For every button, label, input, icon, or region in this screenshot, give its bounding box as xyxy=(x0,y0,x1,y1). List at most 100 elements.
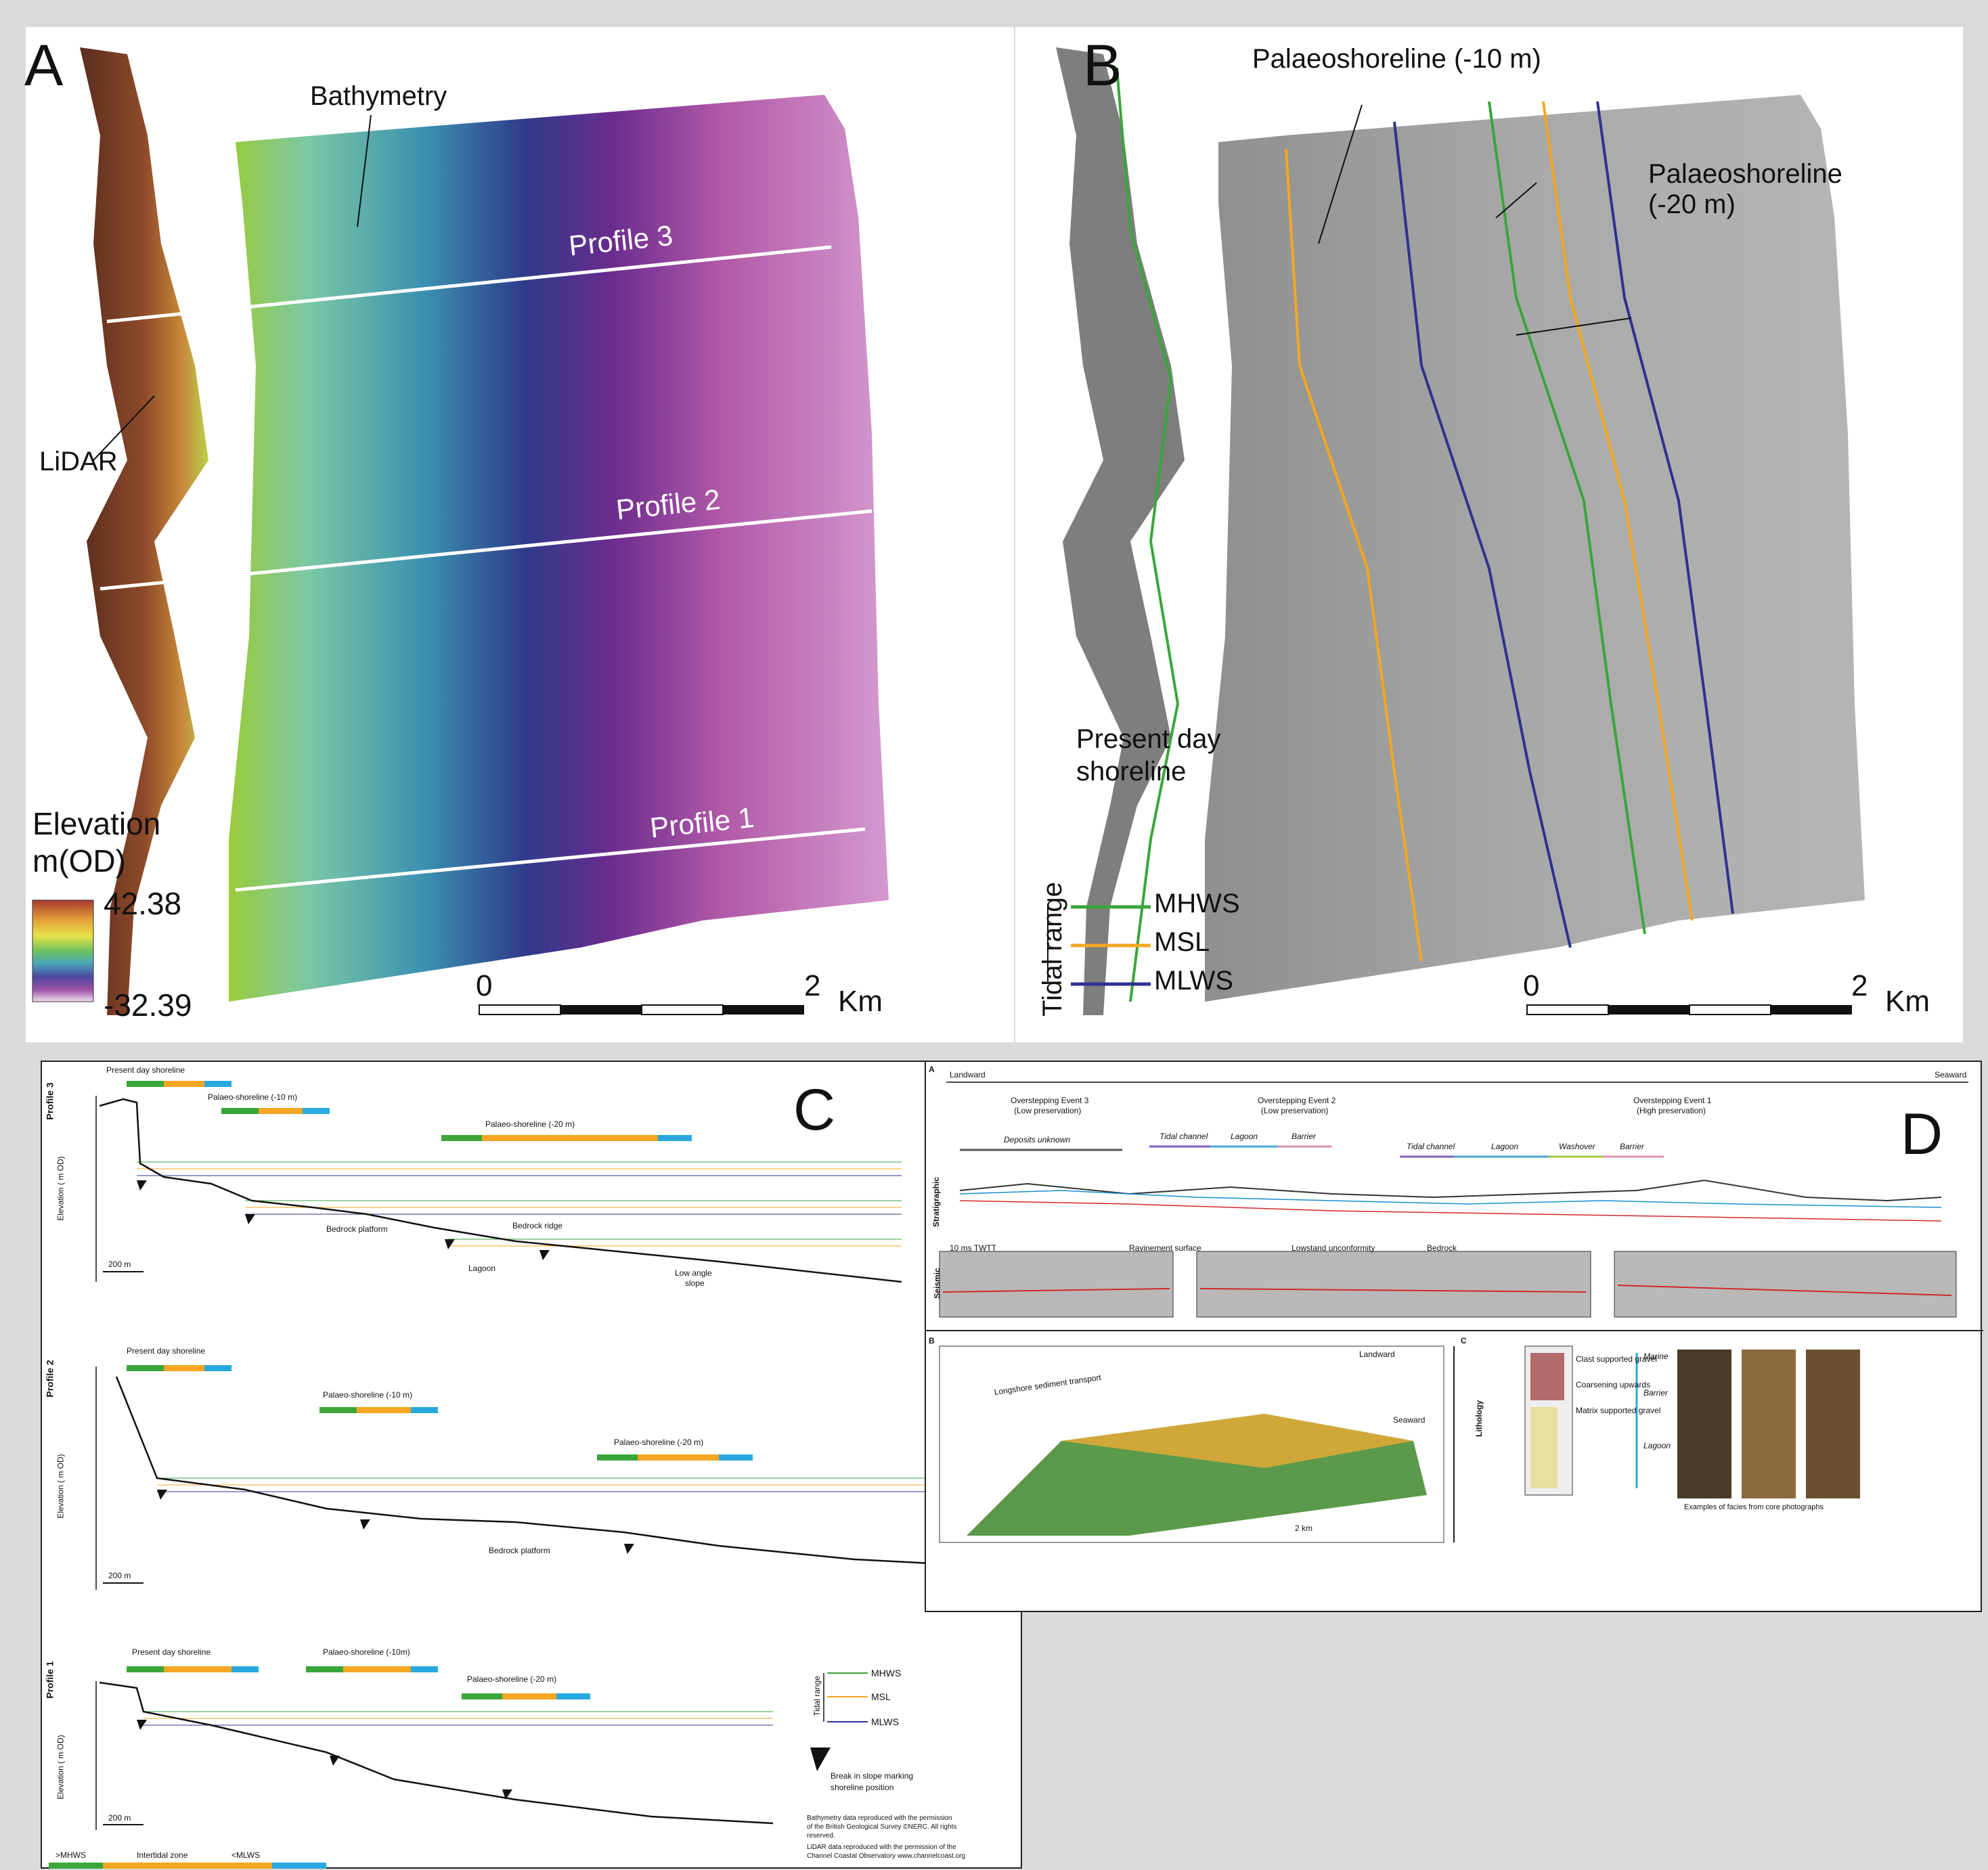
zone-mhws: >MHWS xyxy=(56,1850,86,1860)
panel-b: B Palaeoshoreline (-10 m) Palaeoshorelin… xyxy=(1015,27,1963,1042)
palaeoshoreline-10-label: Palaeoshoreline (-10 m) xyxy=(1252,44,1541,74)
scale-a-unit: Km xyxy=(838,985,883,1018)
profile-1-palaeo20: Palaeo-shoreline (-20 m) xyxy=(467,1674,557,1684)
panel-d-sub-b: B xyxy=(929,1336,935,1345)
legend-c-credit-4: LiDAR data reproduced with the permissio… xyxy=(807,1844,956,1851)
profile-3-chart xyxy=(95,1081,902,1283)
legend-c-break-2: shoreline position xyxy=(831,1783,894,1792)
panel-d: D A B C Landward Seaward Overstepping Ev… xyxy=(925,1061,1983,1612)
seis-side: Seismic xyxy=(932,1268,942,1299)
profile-1-side: Profile 1 xyxy=(44,1661,56,1699)
panel-d-sub-a: A xyxy=(929,1065,935,1074)
legend-c-mhws: MHWS xyxy=(871,1668,902,1678)
litho-side: Lithology xyxy=(1474,1400,1484,1437)
bathy-landward: Landward xyxy=(1359,1350,1395,1359)
zone-mlws: <MLWS xyxy=(231,1850,261,1860)
profile-1-chart xyxy=(49,1666,774,1869)
legend-mlws: MLWS xyxy=(1154,966,1234,996)
scale-a-two: 2 xyxy=(804,969,821,1002)
seaward-label: Seaward xyxy=(1935,1070,1967,1079)
strat-legend-lowstand: Lowstand unconformity xyxy=(1291,1243,1375,1253)
profile-1-present: Present day shoreline xyxy=(132,1647,211,1657)
profile-3-side: Profile 3 xyxy=(44,1082,56,1120)
panel-b-map xyxy=(1047,47,1865,1015)
legend-msl: MSL xyxy=(1154,927,1210,957)
profile-2-present: Present day shoreline xyxy=(127,1346,206,1356)
elevation-legend-unit: m(OD) xyxy=(32,843,126,878)
panel-a-letter: A xyxy=(24,33,64,98)
profile-3-palaeo20: Palaeo-shoreline (-20 m) xyxy=(485,1119,575,1129)
profile-3-low-angle: Low angle xyxy=(675,1268,712,1278)
scale-a-zero: 0 xyxy=(476,969,493,1002)
profile-2-bedrock-platform: Bedrock platform xyxy=(489,1546,550,1555)
present-shoreline-label-1: Present day xyxy=(1076,724,1221,754)
legend-c-credit-2: of the British Geological Survey ©NERC. … xyxy=(807,1823,957,1831)
env-washover: Washover xyxy=(1559,1142,1595,1151)
profile-3-axis: Elevation ( m OD) xyxy=(56,1156,66,1221)
env-lagoon-2: Lagoon xyxy=(1491,1142,1519,1151)
legend-c-break-1: Break in slope marking xyxy=(831,1771,914,1781)
tidal-range-label: Tidal range xyxy=(1037,882,1067,1017)
bathy-scale: 2 km xyxy=(1295,1523,1313,1533)
legend-c-tidal: Tidal range xyxy=(812,1676,822,1716)
panel-d-drawing xyxy=(926,1082,1983,1543)
elevation-max: 42.38 xyxy=(104,886,182,921)
elevation-legend-title: Elevation xyxy=(32,806,161,841)
env-tidal-channel-1: Tidal channel xyxy=(1159,1132,1208,1141)
litho-matrix: Matrix supported gravel xyxy=(1576,1406,1661,1415)
profile-3-scale: 200 m xyxy=(108,1260,131,1269)
litho-clast: Clast supported gravel xyxy=(1576,1354,1658,1364)
profile-3-bedrock-ridge: Bedrock ridge xyxy=(512,1221,563,1230)
legend-c-mlws: MLWS xyxy=(871,1716,899,1727)
litho-coarsening: Coarsening upwards xyxy=(1576,1380,1651,1389)
event-2-title: Overstepping Event 2 xyxy=(1258,1096,1336,1105)
profile-2-axis: Elevation ( m OD) xyxy=(56,1454,66,1519)
litho-lagoon: Lagoon xyxy=(1643,1441,1671,1450)
litho-marine: Marine xyxy=(1643,1352,1669,1361)
env-tidal-channel-2: Tidal channel xyxy=(1407,1142,1455,1151)
legend-mhws: MHWS xyxy=(1154,889,1240,918)
strat-legend-twtt: 10 ms TWTT xyxy=(950,1243,997,1253)
strat-legend-ravinement: Ravinement surface xyxy=(1129,1243,1201,1253)
bathymetry-label: Bathymetry xyxy=(310,81,447,111)
profile-2-scale: 200 m xyxy=(108,1571,131,1580)
event-1-sub: (High preservation) xyxy=(1637,1106,1706,1115)
event-3-title: Overstepping Event 3 xyxy=(1011,1096,1089,1105)
bathy-seaward: Seaward xyxy=(1393,1415,1426,1425)
profile-3-present: Present day shoreline xyxy=(106,1065,185,1075)
profile-3-bedrock-platform: Bedrock platform xyxy=(326,1224,388,1234)
env-deposits-unknown: Deposits unknown xyxy=(1004,1135,1071,1144)
env-barrier-2: Barrier xyxy=(1620,1142,1645,1151)
profile-3-palaeo10: Palaeo-shoreline (-10 m) xyxy=(208,1092,298,1102)
palaeoshoreline-20-label-2: (-20 m) xyxy=(1648,190,1736,219)
profile-3-slope: slope xyxy=(685,1278,705,1288)
env-barrier-1: Barrier xyxy=(1291,1132,1317,1141)
panel-a-map xyxy=(32,47,889,1015)
scale-b-two: 2 xyxy=(1851,969,1868,1002)
event-3-sub: (Low preservation) xyxy=(1014,1106,1082,1115)
elevation-min: -32.39 xyxy=(104,987,192,1023)
profile-2-palaeo10: Palaeo-shoreline (-10 m) xyxy=(323,1390,413,1400)
profile-1-palaeo10: Palaeo-shoreline (-10m) xyxy=(323,1647,410,1657)
profile-1-axis: Elevation ( m OD) xyxy=(56,1735,66,1800)
panel-d-letter: D xyxy=(1901,1102,1943,1167)
profile-2-chart xyxy=(95,1365,1023,1590)
legend-c-msl: MSL xyxy=(871,1691,891,1702)
profile-3-lagoon: Lagoon xyxy=(468,1264,496,1273)
legend-c-credit-1: Bathymetry data reproduced with the perm… xyxy=(807,1815,952,1822)
landward-label: Landward xyxy=(950,1070,986,1079)
profile-2-palaeo20: Palaeo-shoreline (-20 m) xyxy=(614,1438,704,1447)
present-shoreline-label-2: shoreline xyxy=(1076,757,1187,786)
strat-legend-bedrock: Bedrock xyxy=(1427,1243,1457,1253)
panel-d-sub-c: C xyxy=(1461,1336,1467,1345)
lidar-label: LiDAR xyxy=(39,447,118,476)
legend-c-credit-3: reserved. xyxy=(807,1832,835,1840)
scale-b-unit: Km xyxy=(1885,985,1930,1018)
profile-2-side: Profile 2 xyxy=(44,1360,56,1398)
panel-c-profiles xyxy=(49,1081,1023,1869)
scale-b-zero: 0 xyxy=(1523,969,1540,1002)
profile-1-scale: 200 m xyxy=(108,1813,131,1823)
litho-barrier: Barrier xyxy=(1643,1388,1669,1398)
panel-c-letter: C xyxy=(793,1077,836,1142)
panel-c: C Profile 3 Elevation ( m OD) Present da… xyxy=(41,1061,1023,1869)
